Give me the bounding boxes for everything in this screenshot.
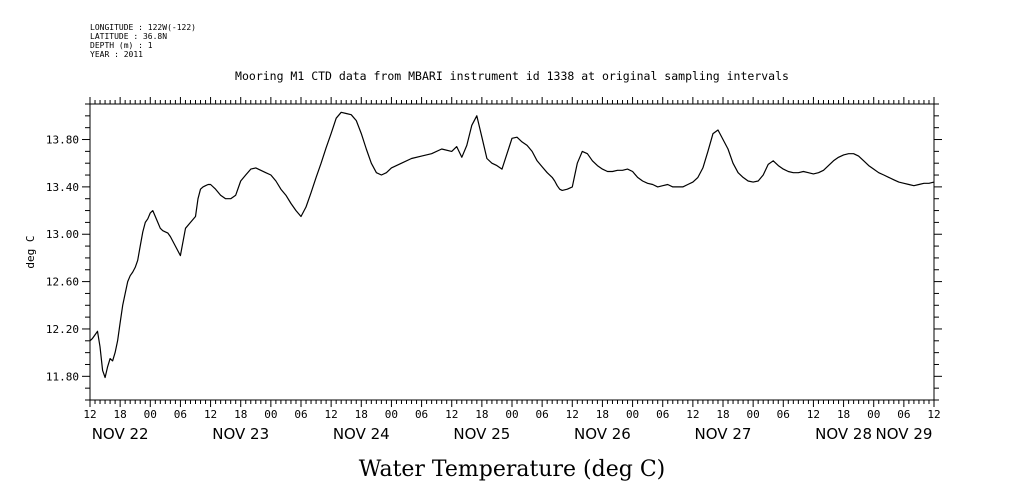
y-tick-labels: 11.80 12.20 12.60 13.00 13.40 13.80	[46, 134, 79, 384]
x-tick-label: 18	[114, 408, 127, 421]
day-label: NOV 24	[333, 425, 390, 443]
y-tick-label: 12.20	[46, 323, 79, 336]
x-tick-label: 12	[807, 408, 820, 421]
day-label: NOV 22	[92, 425, 149, 443]
x-tick-label: 00	[385, 408, 398, 421]
x-tick-label: 12	[566, 408, 579, 421]
day-label: NOV 26	[574, 425, 631, 443]
x-tick-label: 00	[626, 408, 639, 421]
x-tick-label: 18	[475, 408, 488, 421]
x-tick-label: 18	[234, 408, 247, 421]
y-axis-label: deg C	[24, 235, 37, 268]
x-tick-label: 12	[325, 408, 338, 421]
day-label: NOV 28	[815, 425, 872, 443]
x-tick-label: 00	[264, 408, 277, 421]
x-tick-label: 18	[837, 408, 850, 421]
day-label: NOV 23	[212, 425, 269, 443]
day-label: NOV 25	[453, 425, 510, 443]
y-tick-label: 11.80	[46, 370, 79, 383]
x-tick-label: 18	[355, 408, 368, 421]
x-tick-label: 00	[867, 408, 880, 421]
chart-title: Mooring M1 CTD data from MBARI instrumen…	[235, 69, 789, 83]
x-tick-label: 12	[83, 408, 96, 421]
x-tick-label: 06	[656, 408, 669, 421]
x-tick-label: 12	[445, 408, 458, 421]
axis-ticks	[82, 97, 942, 407]
temperature-series-line	[89, 111, 935, 379]
plot-frame	[89, 103, 935, 401]
x-tick-label: 00	[505, 408, 518, 421]
x-axis-title: Water Temperature (deg C)	[359, 457, 666, 482]
x-tick-label: 12	[204, 408, 217, 421]
meta-line: LATITUDE : 36.8N	[90, 32, 167, 41]
meta-line: LONGITUDE : 122W(-122)	[90, 23, 196, 32]
x-tick-label: 06	[174, 408, 187, 421]
x-tick-label: 06	[897, 408, 910, 421]
x-tick-label: 12	[686, 408, 699, 421]
x-tick-label: 06	[294, 408, 307, 421]
meta-line: DEPTH (m) : 1	[90, 41, 153, 50]
x-tick-label: 06	[777, 408, 790, 421]
x-tick-label: 06	[536, 408, 549, 421]
x-tick-label: 00	[144, 408, 157, 421]
y-tick-label: 12.60	[46, 276, 79, 289]
y-tick-label: 13.80	[46, 134, 79, 147]
x-tick-label: 06	[415, 408, 428, 421]
x-tick-label: 18	[716, 408, 729, 421]
day-label: NOV 27	[695, 425, 752, 443]
y-tick-label: 13.40	[46, 181, 79, 194]
x-tick-label: 18	[596, 408, 609, 421]
day-label: NOV 29	[876, 425, 933, 443]
y-tick-label: 13.00	[46, 228, 79, 241]
meta-line: YEAR : 2011	[90, 50, 143, 59]
metadata-block: LONGITUDE : 122W(-122) LATITUDE : 36.8N …	[90, 23, 196, 59]
x-tick-label: 00	[747, 408, 760, 421]
x-tick-labels: 12 18 00 06 12 18 00 06 12 18 00 06 12 18 00 06 12 18 00 06…	[83, 408, 940, 421]
day-labels: NOV 22 NOV 23 NOV 24 NOV 25 NOV 26 NOV 27 NOV …	[92, 425, 933, 443]
x-tick-label: 12	[927, 408, 940, 421]
